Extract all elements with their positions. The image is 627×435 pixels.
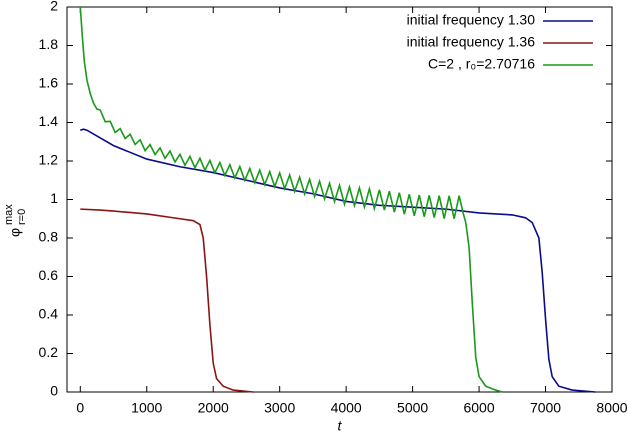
y-label-sup: max	[3, 204, 15, 225]
y-tick-label: 1	[50, 190, 58, 206]
series-line	[80, 208, 254, 393]
y-tick-label: 0.6	[39, 267, 59, 283]
y-tick-label: 1.2	[39, 152, 59, 168]
x-axis-label: t	[338, 418, 343, 434]
y-tick-label: 0	[50, 383, 58, 399]
y-label-base: φ	[7, 228, 23, 237]
y-tick-label: 0.2	[39, 344, 59, 360]
y-tick-label: 0.8	[39, 229, 59, 245]
y-tick-label: 0.4	[39, 306, 59, 322]
y-tick-label: 2	[50, 0, 58, 14]
x-tick-label: 2000	[198, 400, 229, 416]
x-tick-label: 1000	[131, 400, 162, 416]
y-axis-label: φ max r=0	[3, 204, 28, 237]
y-tick-label: 1.4	[39, 113, 59, 129]
legend-label: initial frequency 1.30	[407, 12, 536, 28]
x-tick-label: 3000	[264, 400, 295, 416]
x-tick-label: 8000	[596, 400, 627, 416]
y-tick-label: 1.6	[39, 75, 59, 91]
series-line	[80, 128, 596, 393]
legend-label: C=2 , r₀=2.70716	[428, 56, 535, 72]
series-line	[79, 6, 503, 393]
y-label-sub: r=0	[16, 209, 28, 225]
legend-label: initial frequency 1.36	[407, 34, 536, 50]
x-tick-label: 7000	[530, 400, 561, 416]
x-tick-label: 5000	[397, 400, 428, 416]
y-tick-label: 1.8	[39, 36, 59, 52]
x-tick-label: 0	[76, 400, 84, 416]
x-tick-label: 6000	[463, 400, 494, 416]
x-tick-label: 4000	[331, 400, 362, 416]
